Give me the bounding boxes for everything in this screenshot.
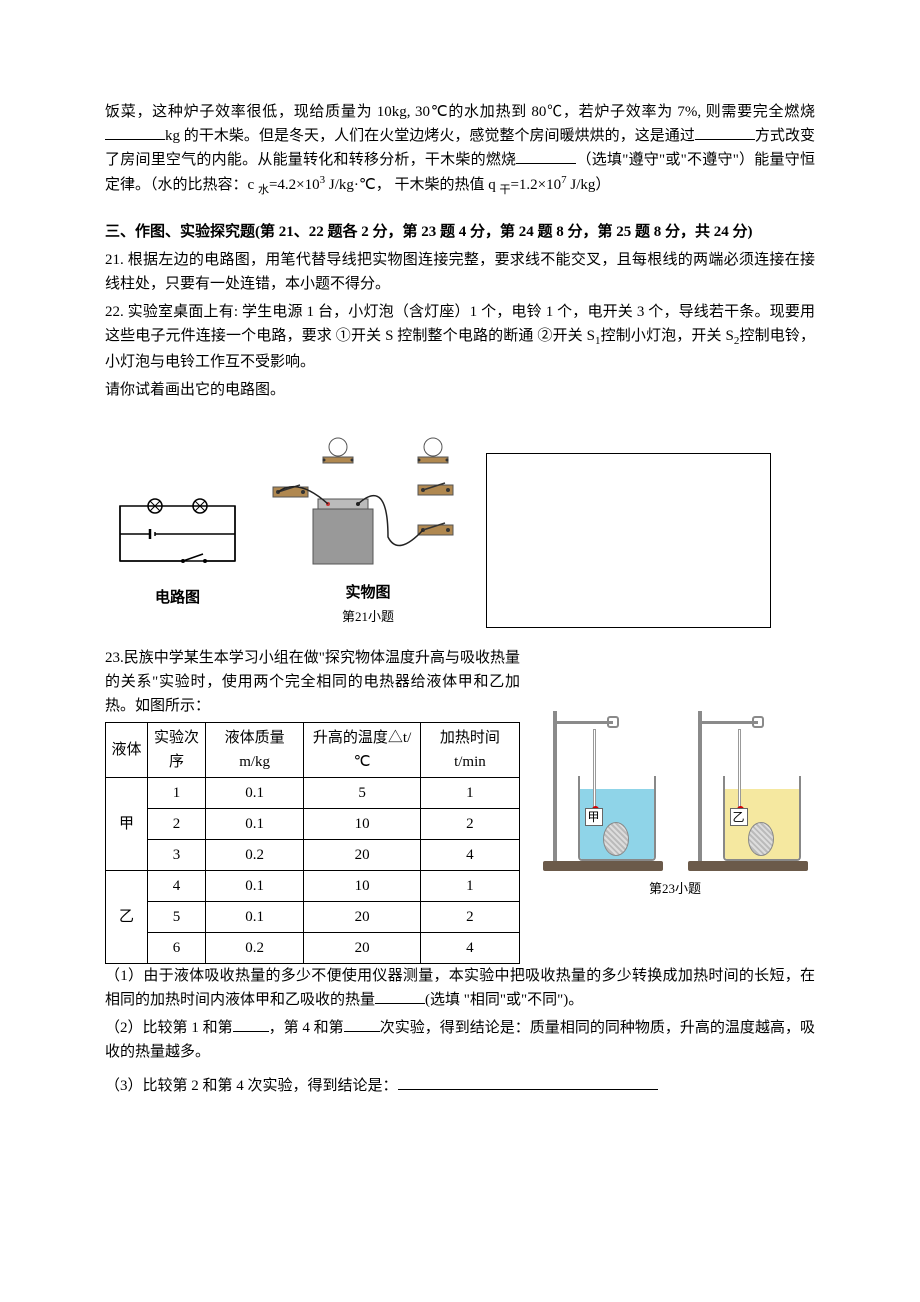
q23-sub2-p1: （2）比较第 1 和第: [105, 1020, 233, 1036]
cell: 0.2: [206, 932, 304, 963]
beaker-a-label: 甲: [585, 808, 603, 826]
stand-arm-icon: [557, 721, 613, 724]
circuit-label: 电路图: [155, 586, 200, 610]
table-row: 乙 4 0.1 10 1: [106, 870, 520, 901]
blank-sub2a: [233, 1031, 269, 1032]
group-b: 乙: [106, 870, 148, 963]
th-0: 液体: [106, 722, 148, 777]
intro-text-1: 饭菜，这种炉子效率很低，现给质量为 10kg, 30℃的水加热到 80℃，若炉子…: [105, 104, 815, 120]
blank-sub3: [398, 1089, 658, 1090]
th-1: 实验次序: [148, 722, 206, 777]
q23-sub1: （1）由于液体吸收热量的多少不便使用仪器测量，本实验中把吸收热量的多少转换成加热…: [105, 964, 815, 1012]
table-header-row: 液体 实验次序 液体质量 m/kg 升高的温度△t/℃ 加热时间 t/min: [106, 722, 520, 777]
stand-arm-icon: [702, 721, 758, 724]
fig21-caption: 第21小题: [342, 607, 394, 628]
stand-base-icon: [543, 861, 663, 871]
const-c-sub: 水: [258, 184, 269, 196]
q23-sub3-p1: （3）比较第 2 和第 4 次实验，得到结论是：: [105, 1078, 398, 1094]
thermometer-icon: [738, 729, 741, 809]
figure-21-circuit: 电路图: [105, 494, 250, 628]
beaker-b-label: 乙: [730, 808, 748, 826]
heater-icon: [603, 822, 629, 856]
q23-sub3: （3）比较第 2 和第 4 次实验，得到结论是：: [105, 1074, 815, 1098]
table-row: 2 0.1 10 2: [106, 808, 520, 839]
heater-icon: [748, 822, 774, 856]
q21-text: 21. 根据左边的电路图，用笔代替导线把实物图连接完整，要求线不能交叉，且每根线…: [105, 248, 815, 296]
beaker-unit-b: 乙: [688, 711, 808, 871]
q22-part4: 请你试着画出它的电路图。: [105, 378, 815, 402]
cell: 20: [304, 932, 421, 963]
cell: 0.1: [206, 901, 304, 932]
clamp-icon: [752, 716, 764, 728]
cell: 2: [148, 808, 206, 839]
beaker-setup: 甲 乙: [543, 711, 808, 871]
const-c: c: [248, 177, 258, 193]
const-q-unit: J/kg）: [567, 177, 611, 193]
cell: 2: [420, 808, 519, 839]
blank-1: [105, 139, 165, 140]
const-c-val: =4.2×10: [269, 177, 320, 193]
q23-intro: 23.民族中学某生本学习小组在做"探究物体温度升高与吸收热量的关系"实验时，使用…: [105, 646, 520, 718]
answer-box: [486, 453, 771, 628]
blank-sub1: [375, 1003, 425, 1004]
cell: 0.1: [206, 808, 304, 839]
q23-sub2: （2）比较第 1 和第，第 4 和第次实验，得到结论是：质量相同的同种物质，升高…: [105, 1016, 815, 1064]
table-row: 3 0.2 20 4: [106, 839, 520, 870]
beaker-unit-a: 甲: [543, 711, 663, 871]
cell: 1: [420, 777, 519, 808]
section-3-title: 三、作图、实验探究题(第 21、22 题各 2 分，第 23 题 4 分，第 2…: [105, 220, 815, 244]
device-diagram-svg: [268, 437, 468, 577]
q23-sub1-p2: (选填 "相同"或"不同")。: [425, 992, 583, 1008]
cell: 1: [148, 777, 206, 808]
const-q-sub: 干: [499, 184, 510, 196]
cell: 4: [420, 839, 519, 870]
cell: 4: [420, 932, 519, 963]
data-table: 液体 实验次序 液体质量 m/kg 升高的温度△t/℃ 加热时间 t/min 甲…: [105, 722, 520, 964]
circuit-diagram-svg: [105, 494, 250, 582]
cell: 2: [420, 901, 519, 932]
stand-pole-icon: [553, 711, 557, 861]
intro-paragraph: 饭菜，这种炉子效率很低，现给质量为 10kg, 30℃的水加热到 80℃，若炉子…: [105, 100, 815, 200]
cell: 20: [304, 839, 421, 870]
cell: 10: [304, 808, 421, 839]
cell: 0.2: [206, 839, 304, 870]
th-3: 升高的温度△t/℃: [304, 722, 421, 777]
cell: 3: [148, 839, 206, 870]
cell: 4: [148, 870, 206, 901]
q23-sub2-p2: ，第 4 和第: [269, 1020, 344, 1036]
q23-caption: 第23小题: [649, 879, 701, 900]
cell: 0.1: [206, 870, 304, 901]
cell: 1: [420, 870, 519, 901]
const-c-unit: J/kg·℃， 干木柴的热值 q: [325, 177, 499, 193]
clamp-icon: [607, 716, 619, 728]
stand-pole-icon: [698, 711, 702, 861]
q22-part2: 控制小灯泡，开关 S: [600, 328, 733, 344]
const-q-eq: =1.2×10: [510, 177, 561, 193]
blank-3: [516, 163, 576, 164]
group-a: 甲: [106, 777, 148, 870]
table-row: 甲 1 0.1 5 1: [106, 777, 520, 808]
device-label: 实物图: [345, 581, 390, 605]
figure-21-device: 实物图 第21小题: [268, 437, 468, 628]
th-2: 液体质量 m/kg: [206, 722, 304, 777]
cell: 5: [304, 777, 421, 808]
th-4: 加热时间 t/min: [420, 722, 519, 777]
figures-row: 电路图: [105, 437, 815, 628]
blank-2: [695, 139, 755, 140]
stand-base-icon: [688, 861, 808, 871]
table-row: 5 0.1 20 2: [106, 901, 520, 932]
cell: 6: [148, 932, 206, 963]
cell: 0.1: [206, 777, 304, 808]
thermometer-icon: [593, 729, 596, 809]
table-row: 6 0.2 20 4: [106, 932, 520, 963]
q23-left: 23.民族中学某生本学习小组在做"探究物体温度升高与吸收热量的关系"实验时，使用…: [105, 646, 520, 964]
cell: 10: [304, 870, 421, 901]
cell: 20: [304, 901, 421, 932]
blank-sub2b: [344, 1031, 380, 1032]
q23-row: 23.民族中学某生本学习小组在做"探究物体温度升高与吸收热量的关系"实验时，使用…: [105, 646, 815, 964]
intro-text-2: kg 的干木柴。但是冬天，人们在火堂边烤火，感觉整个房间暖烘烘的，这是通过: [165, 128, 695, 144]
cell: 5: [148, 901, 206, 932]
q23-right: 甲 乙 第23小题: [520, 646, 815, 900]
q22-text: 22. 实验室桌面上有: 学生电源 1 台，小灯泡（含灯座）1 个，电铃 1 个…: [105, 300, 815, 375]
